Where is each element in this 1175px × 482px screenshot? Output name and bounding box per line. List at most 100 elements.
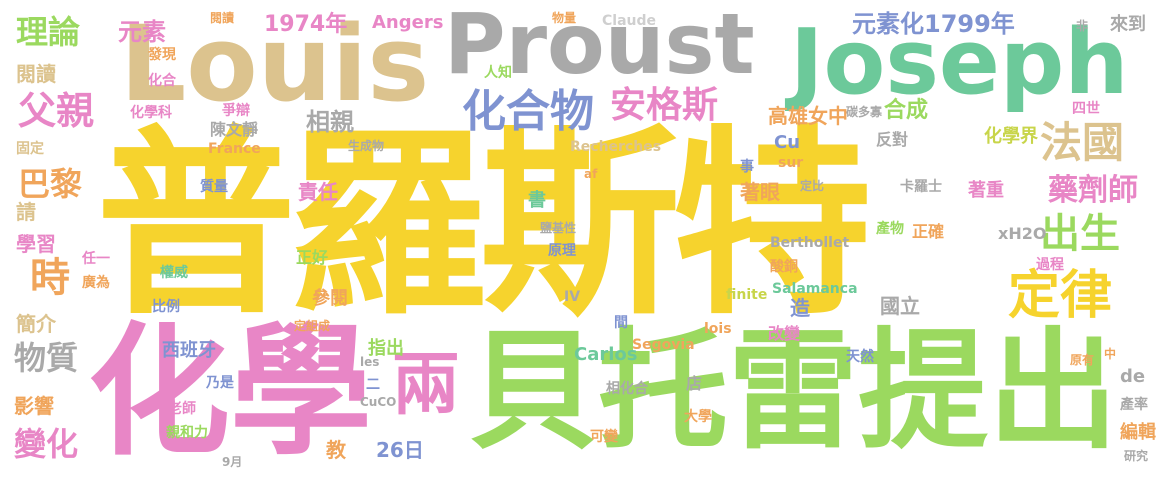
- word-ding-zu-cheng: 簡介: [16, 312, 56, 336]
- word-recherches: 固定: [16, 141, 44, 157]
- word-hua-he: 化合: [148, 73, 176, 89]
- word-segovia: 改變: [768, 324, 801, 343]
- word-xiang-qin: 碳多寡: [846, 105, 883, 119]
- word-yuan-su-hua-1799: 元素化1799年: [852, 10, 1015, 38]
- word-suan-tong: 原理: [548, 243, 576, 259]
- word-qin-he-li: 大學: [684, 409, 712, 425]
- word-zhong: 原有: [1070, 353, 1095, 367]
- word-zheng-hao: 廣為: [82, 275, 110, 291]
- word-fa-guo: 法國: [1040, 118, 1125, 167]
- word-tian-ran: Carlos: [574, 344, 638, 365]
- word-liang: 兩: [392, 346, 461, 425]
- word-zhu-zhong: 卡羅士: [900, 179, 942, 195]
- word-da-xue: 產率: [1120, 397, 1148, 413]
- word-ke-bian: 親和力: [166, 425, 208, 441]
- word-er: 乃是: [206, 375, 234, 391]
- word-iv: finite: [726, 287, 768, 303]
- word-li-lun: 理論: [16, 13, 81, 51]
- word-zhu-yan: sur: [778, 155, 804, 171]
- word-cuco: 老師: [168, 401, 196, 417]
- word-hua-xue-jie: 反對: [876, 130, 909, 149]
- word-chan-wu: 鹽基性: [540, 221, 577, 235]
- word-9-yue: 編輯: [1120, 422, 1156, 443]
- word-de: 二: [366, 377, 380, 393]
- word-ze-ren: 請: [16, 200, 36, 224]
- word-shi-2: 生成物: [348, 139, 385, 153]
- word-finite: Salamanca: [772, 281, 858, 297]
- word-hua-xue-ke-2: 閱讀: [16, 62, 56, 86]
- word-ba-li: 巴黎: [18, 165, 83, 203]
- word-bei-tuo-lei-ti-chu: 貝托雷提出: [468, 315, 1119, 467]
- word-yao-ji-shi: 藥劑師: [1048, 173, 1138, 208]
- word-shu: af: [584, 167, 598, 181]
- word-sheng-cheng-wu: France: [208, 141, 261, 157]
- word-hua-he-wu: 化合物: [462, 86, 594, 137]
- word-yuan-su: 元素: [118, 18, 166, 46]
- word-guo-cheng: 酸銅: [770, 259, 798, 275]
- word-berthollet: 權威: [160, 265, 188, 281]
- word-he-cheng: 高雄女中: [768, 104, 848, 128]
- word-zao: IV: [564, 289, 581, 305]
- word-af: 質量: [200, 179, 228, 195]
- word-can-yue: 定組成: [294, 319, 331, 333]
- word-fei: 非: [1076, 19, 1089, 33]
- word-an-ge-si: 安格斯: [610, 85, 719, 126]
- word-xiang-hua-he: 中: [1104, 347, 1117, 361]
- word-cu: Recherches: [570, 139, 662, 155]
- word-joseph: Joseph: [790, 10, 1129, 115]
- word-ka-luo-shi: 書: [528, 190, 546, 211]
- word-carlos: 西班牙: [162, 340, 216, 361]
- word-qing: 定比: [800, 179, 825, 193]
- word-zhi-liang: 學習: [16, 232, 56, 256]
- word-lois: 間: [614, 315, 628, 331]
- word-zhi-chu: Segovia: [632, 337, 695, 353]
- word-fa-xian: 發現: [148, 47, 176, 63]
- word-lao-shi: 影響: [14, 394, 54, 418]
- word-guo-li: 造: [790, 296, 810, 320]
- word-fan-dui: Cu: [774, 132, 801, 153]
- word-yuan-you: les: [360, 355, 380, 369]
- word-si-shi: 化學界: [984, 126, 1038, 147]
- word-xi-ban-ya: 指出: [368, 338, 404, 359]
- word-ren-yi: xH2O: [998, 224, 1047, 243]
- word-zheng-que: 產物: [876, 221, 904, 237]
- word-lai-dao: 來到: [1110, 14, 1146, 35]
- word-yuan-li: Berthollet: [770, 235, 850, 251]
- word-france: 四世: [1072, 101, 1100, 117]
- word-chu-sheng: 出生: [1040, 211, 1120, 257]
- word-wu-zhi: 物質: [14, 339, 79, 377]
- word-ying-xiang: de: [1120, 366, 1146, 387]
- word-chan-lu: CuCO: [360, 395, 397, 409]
- word-guang-wei: 任一: [82, 251, 110, 267]
- word-xue-xi: 責任: [298, 180, 338, 204]
- word-bian-ji: 26日: [376, 438, 424, 462]
- word-ding-lu: 定律: [1008, 266, 1113, 326]
- word-dian: 相化合: [606, 381, 648, 397]
- word-fu-qin: 父親: [18, 89, 95, 133]
- word-claude: Claude: [602, 13, 657, 29]
- word-ren-zhi: 人知: [484, 65, 512, 81]
- word-gai-bian: lois: [704, 321, 732, 337]
- word-louis: Louis: [120, 3, 430, 125]
- word-jiao: 可變: [590, 429, 618, 445]
- word-jian: 參閱: [312, 288, 348, 309]
- word-les: 天然: [846, 349, 874, 365]
- word-pu-luo-si-te: 普羅斯特: [96, 109, 872, 342]
- word-tan-duo-gua: 爭辯: [222, 103, 250, 119]
- word-1974: 1974年: [264, 12, 348, 37]
- word-chen-wen-jing: 合成: [884, 98, 929, 123]
- word-salamanca: 比例: [152, 299, 180, 315]
- word-shi: 時: [30, 255, 70, 301]
- word-gao-xiong: 相親: [306, 108, 354, 136]
- word-ke-ni: 研究: [1124, 449, 1149, 463]
- word-proust: Proust: [444, 0, 755, 93]
- word-bi-li: 過程: [1036, 257, 1064, 273]
- word-sur: 事: [740, 159, 754, 175]
- word-xh2o: 正確: [912, 222, 945, 241]
- word-yan-jiu: 9月: [222, 455, 243, 469]
- word-gu-ding: 陳文靜: [210, 120, 259, 139]
- word-quan-wei: 正好: [296, 248, 329, 267]
- word-angers: Angers: [372, 12, 444, 33]
- word-ding-bi: 著眼: [740, 180, 780, 204]
